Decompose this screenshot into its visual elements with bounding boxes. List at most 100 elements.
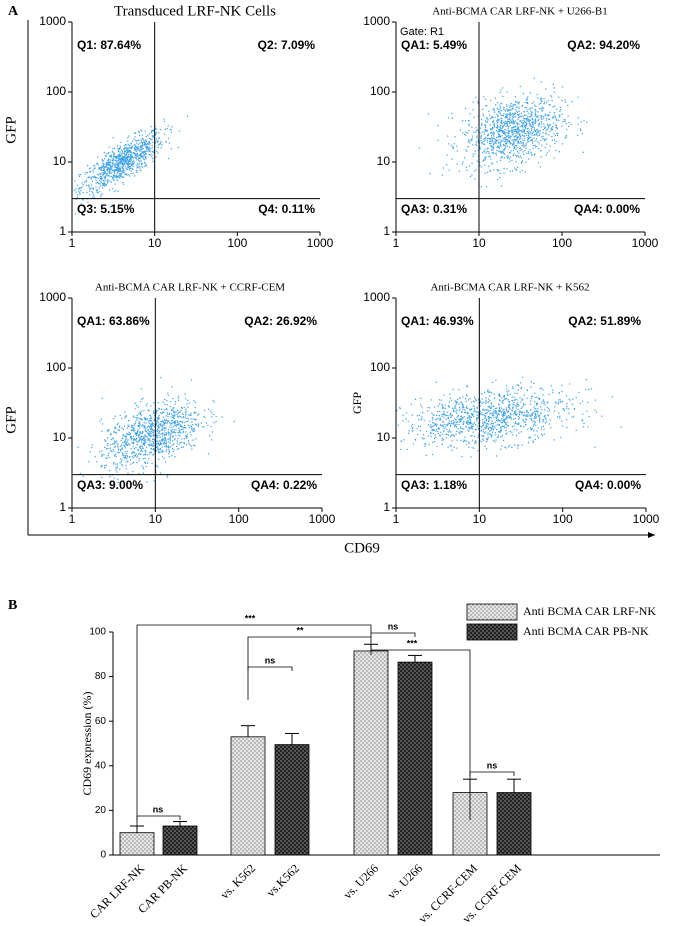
event-dot [145, 143, 148, 145]
event-dot [488, 156, 490, 158]
event-dot [173, 417, 175, 420]
event-dot [186, 115, 189, 117]
event-dot [408, 430, 410, 432]
event-dot [507, 155, 509, 157]
event-dot [176, 409, 179, 411]
y-tick-label: 1 [383, 224, 390, 238]
event-dot [109, 166, 112, 168]
event-dot [130, 432, 132, 435]
event-dot [521, 105, 523, 107]
event-dot [174, 403, 176, 405]
event-dot [107, 167, 109, 169]
event-dot [197, 423, 200, 425]
event-dot [146, 418, 148, 420]
event-dot [104, 170, 106, 172]
event-dot [148, 147, 151, 149]
event-dot [104, 446, 106, 449]
event-dot [529, 123, 531, 126]
event-dot [519, 85, 521, 88]
event-dot [84, 173, 86, 175]
event-dot [486, 441, 488, 443]
event-dot [462, 405, 464, 408]
event-dot [133, 144, 135, 146]
event-dot [182, 413, 184, 415]
event-dot [121, 159, 123, 161]
event-dot [158, 427, 160, 429]
event-dot [124, 435, 126, 438]
x-tick-label: 100 [229, 512, 249, 526]
event-dot [451, 146, 454, 148]
event-dot [482, 113, 484, 115]
event-dot [531, 153, 533, 155]
event-dot [491, 115, 493, 118]
event-dot [566, 418, 568, 421]
event-dot [131, 452, 134, 454]
event-dot [511, 115, 513, 117]
event-dot [136, 444, 138, 446]
event-dot [145, 428, 147, 430]
event-dot [498, 431, 500, 433]
event-dot [110, 168, 112, 171]
event-dot [489, 155, 491, 157]
event-dot [540, 156, 542, 158]
event-dot [521, 134, 523, 136]
event-dot [503, 144, 505, 146]
event-dot [183, 438, 185, 440]
event-dot [473, 407, 476, 409]
event-dot [149, 418, 151, 420]
event-dot [572, 398, 574, 400]
event-dot [114, 165, 116, 167]
event-dot [209, 435, 211, 437]
event-dot [119, 177, 121, 179]
event-dot [101, 454, 103, 456]
event-dot [108, 164, 110, 166]
event-dot [495, 104, 497, 106]
event-dot [156, 450, 158, 452]
event-dot [169, 442, 171, 444]
event-dot [161, 144, 163, 146]
event-dot [102, 166, 104, 168]
event-dot [585, 388, 587, 391]
event-dot [435, 381, 438, 383]
event-dot [489, 413, 491, 415]
event-dot [124, 455, 127, 457]
event-dot [114, 455, 116, 457]
event-dot [507, 109, 509, 111]
event-dot [159, 443, 162, 446]
event-dot [193, 428, 195, 430]
event-dot [517, 385, 520, 387]
event-dot [145, 439, 147, 441]
event-dot [195, 424, 197, 426]
event-dot [534, 392, 536, 394]
event-dot [167, 429, 170, 431]
event-dot [116, 423, 118, 426]
event-dot [134, 154, 136, 157]
event-dot [548, 423, 550, 425]
event-dot [516, 136, 518, 139]
event-dot [437, 139, 439, 141]
event-dot [100, 465, 103, 467]
event-dot [517, 384, 519, 386]
event-dot [582, 413, 584, 415]
event-dot [153, 412, 155, 414]
event-dot [115, 432, 118, 434]
event-dot [171, 126, 173, 128]
event-dot [101, 193, 103, 195]
event-dot [81, 182, 83, 184]
event-dot [112, 437, 114, 439]
event-dot [540, 114, 542, 117]
event-dot [108, 175, 110, 177]
event-dot [582, 151, 584, 153]
event-dot [128, 150, 130, 152]
event-dot [473, 409, 475, 411]
event-dot [491, 145, 494, 147]
event-dot [98, 187, 100, 189]
event-dot [482, 418, 484, 421]
event-dot [517, 114, 520, 117]
event-dot [543, 125, 545, 128]
event-dot [465, 443, 468, 445]
event-dot [144, 453, 146, 455]
event-dot [97, 164, 99, 166]
event-dot [490, 417, 492, 419]
event-dot [172, 414, 174, 417]
